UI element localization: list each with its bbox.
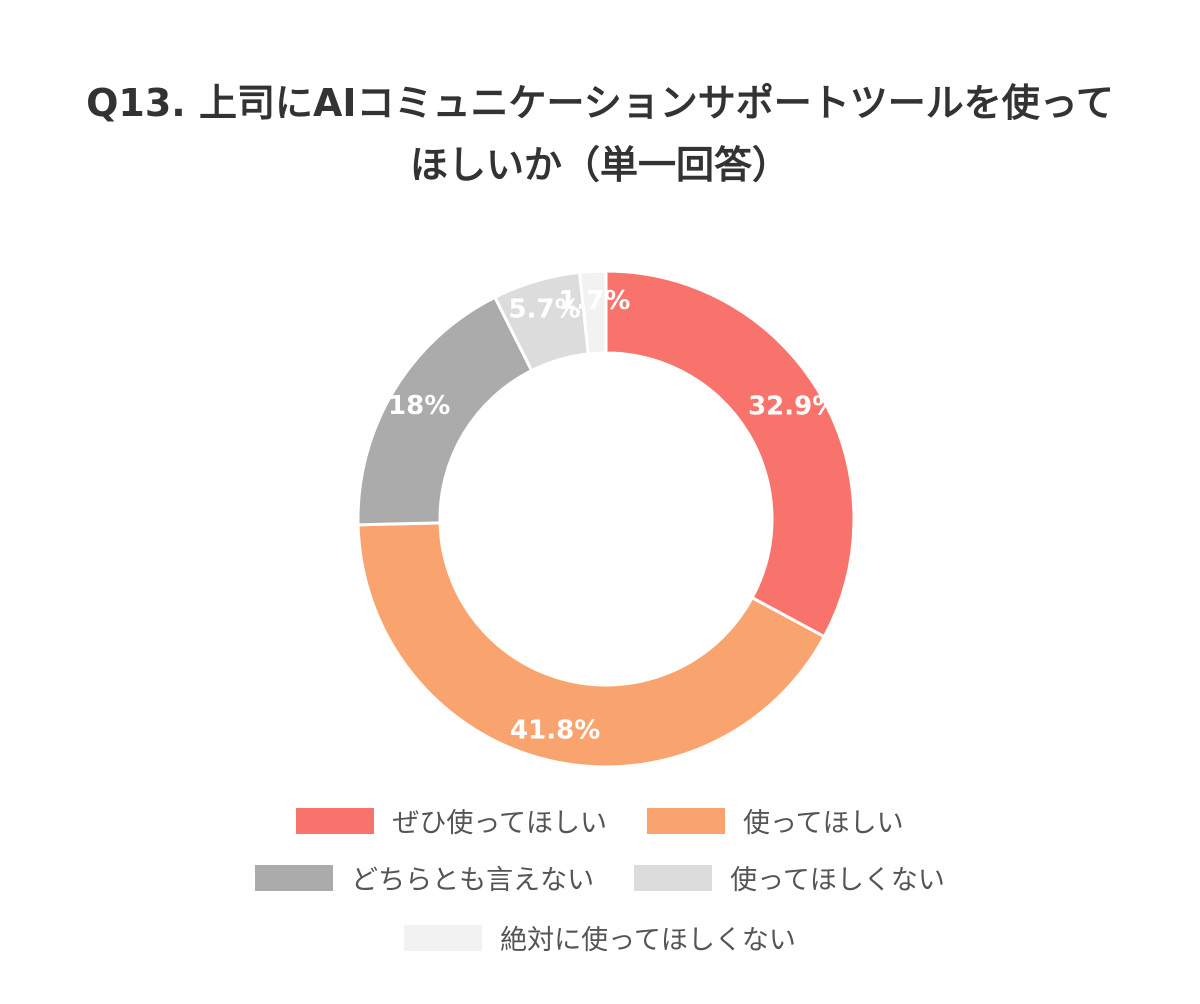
legend-swatch (634, 864, 713, 891)
legend-label: ぜひ使ってほしい (392, 808, 607, 839)
donut-slice[interactable] (577, 269, 608, 356)
legend-label: 使ってほしい (743, 808, 904, 839)
legend-label: 絶対に使ってほしくない (500, 925, 796, 956)
legend-item[interactable]: ぜひ使ってほしい (296, 801, 607, 840)
slice-value-label: 32.9% (748, 392, 838, 422)
slice-value-label: 1.7% (558, 286, 630, 316)
legend-item[interactable]: 絶対に使ってほしくない (404, 918, 796, 957)
chart-title-line-2: ほしいか（単一回答） (409, 143, 790, 187)
legend-label: どちらとも言えない (351, 865, 595, 896)
donut-slice[interactable] (604, 269, 856, 639)
legend-row-3: 絶対に使ってほしくない (0, 918, 1200, 957)
chart-title: Q13. 上司にAIコミュニケーションサポートツールを使って ほしいか（単一回答… (0, 72, 1200, 196)
legend-swatch (404, 924, 483, 951)
legend-row-2: どちらとも言えない 使ってほしくない (0, 858, 1200, 897)
legend-item[interactable]: 使ってほしくない (634, 858, 945, 897)
legend-swatch (255, 864, 334, 891)
slice-value-label: 18% (388, 391, 450, 421)
chart-title-line-1: Q13. 上司にAIコミュニケーションサポートツールを使って (86, 81, 1114, 125)
legend-swatch (647, 807, 725, 834)
legend-item[interactable]: 使ってほしい (647, 801, 904, 840)
slice-value-label: 41.8% (510, 715, 600, 745)
legend-label: 使ってほしくない (730, 865, 945, 896)
donut-slice[interactable] (356, 521, 827, 769)
legend-item[interactable]: どちらとも言えない (255, 858, 594, 897)
slice-value-label: 5.7% (509, 294, 581, 324)
legend-swatch (296, 807, 375, 834)
legend-row-1: ぜひ使ってほしい 使ってほしい (0, 801, 1200, 840)
